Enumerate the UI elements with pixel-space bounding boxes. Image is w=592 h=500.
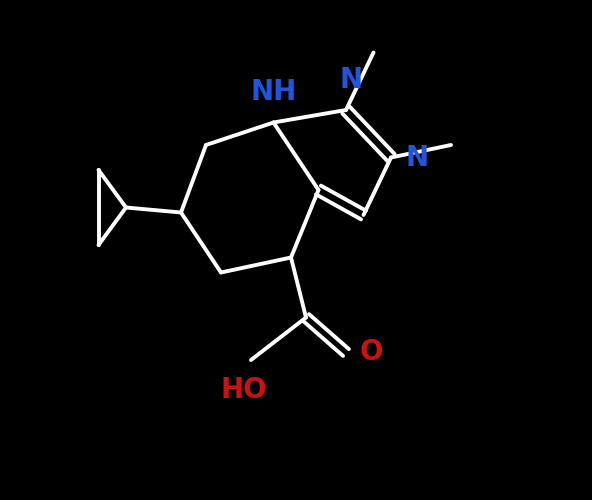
Text: NH: NH bbox=[250, 78, 297, 106]
Text: N: N bbox=[406, 144, 429, 172]
Text: N: N bbox=[339, 66, 362, 94]
Text: HO: HO bbox=[220, 376, 267, 404]
Text: O: O bbox=[360, 338, 384, 366]
